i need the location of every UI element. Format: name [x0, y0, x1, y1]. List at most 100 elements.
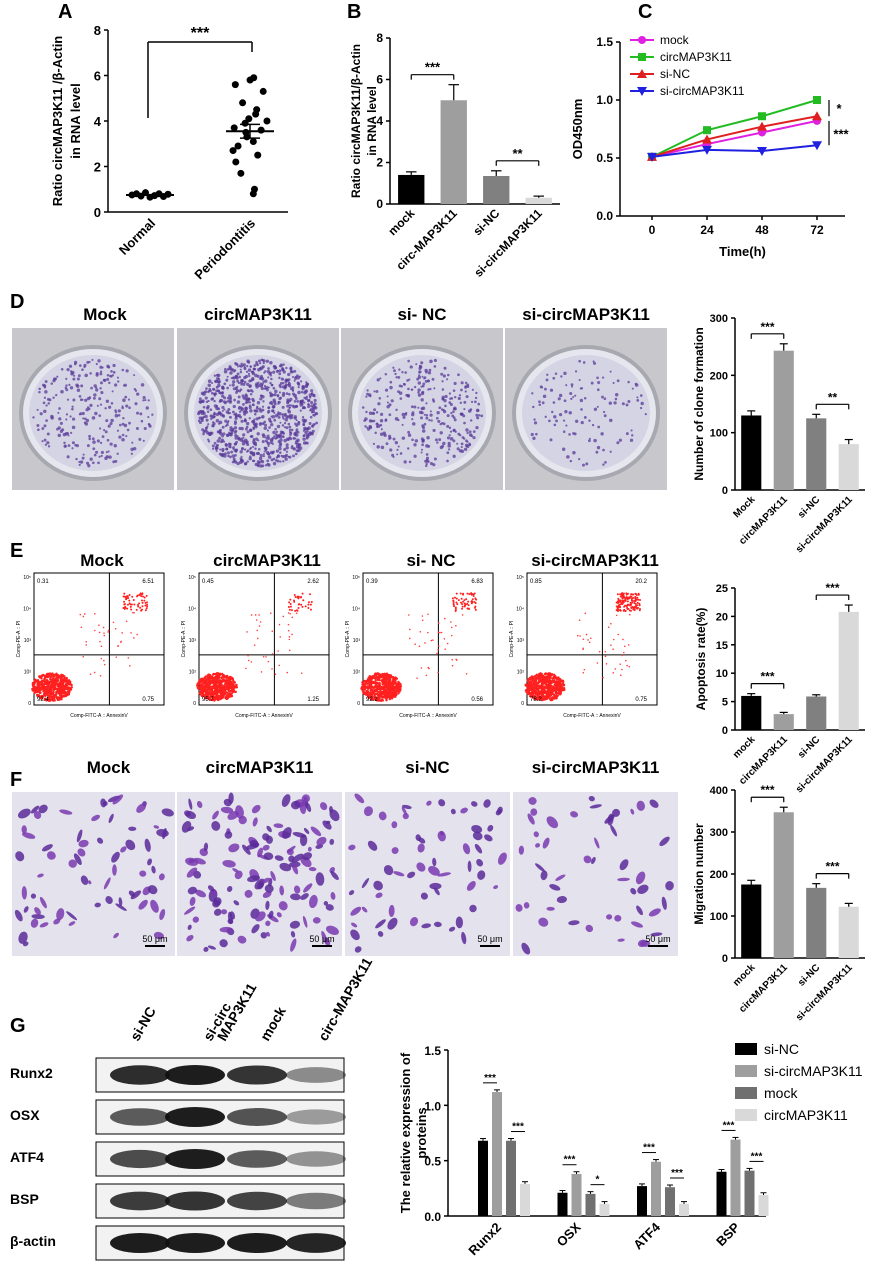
event-dot	[540, 689, 543, 693]
event-dot	[463, 602, 466, 605]
flow-tick-label: 10⁵	[352, 575, 360, 581]
colony	[277, 454, 280, 457]
event-dot	[619, 599, 622, 602]
colony	[313, 395, 316, 398]
event-dot	[85, 640, 87, 643]
event-dot	[389, 685, 392, 689]
event-dot	[94, 629, 96, 632]
colony	[415, 363, 418, 366]
colony	[279, 363, 283, 367]
series-point	[647, 152, 657, 162]
colony	[465, 395, 469, 399]
bar-Runx2-si-NC	[478, 1140, 488, 1216]
colony	[398, 384, 402, 388]
flow-tick-label: 10³	[189, 638, 197, 644]
colony	[279, 381, 283, 385]
bar-circMAP3K11	[773, 714, 794, 730]
event-dot	[384, 677, 387, 680]
colony	[288, 425, 292, 429]
colony	[266, 441, 269, 444]
event-dot	[391, 684, 394, 687]
colony	[200, 416, 204, 420]
event-dot	[615, 614, 618, 617]
colony	[248, 379, 252, 383]
colony	[117, 413, 121, 417]
colony	[429, 359, 433, 364]
event-dot	[289, 605, 292, 608]
event-dot	[227, 693, 230, 696]
colony	[243, 412, 247, 416]
event-dot	[621, 592, 624, 595]
panel-letter-G: G	[10, 1015, 26, 1037]
colony	[288, 430, 292, 434]
event-dot	[49, 691, 53, 695]
colony	[447, 444, 451, 448]
protein-label: ATF4	[10, 1149, 44, 1165]
event-dot	[42, 692, 46, 696]
colony	[297, 390, 301, 395]
significance-label: ***	[425, 60, 441, 75]
colony	[109, 442, 113, 446]
colony	[271, 383, 274, 387]
event-dot	[440, 631, 443, 634]
event-dot	[230, 680, 233, 684]
event-dot	[68, 690, 71, 694]
event-dot	[553, 696, 557, 700]
significance-label: ***	[751, 1151, 763, 1162]
colony	[427, 388, 430, 391]
colony	[374, 431, 377, 435]
colony	[425, 402, 428, 405]
image-label: si-circMAP3K11	[532, 758, 660, 777]
event-dot	[207, 675, 210, 678]
event-dot	[618, 605, 621, 608]
legend-label: mock	[764, 1085, 798, 1101]
colony	[558, 413, 563, 417]
quadrant-value: 0.56	[471, 697, 483, 703]
colony	[47, 402, 51, 405]
colony	[466, 431, 469, 435]
colony	[450, 411, 453, 415]
event-dot	[117, 645, 120, 647]
scale-bar-label: 50 μm	[477, 934, 502, 944]
scale-bar-label: 50 μm	[142, 934, 167, 944]
colony	[480, 414, 484, 418]
event-dot	[388, 677, 391, 680]
series-line-si-NC	[651, 115, 818, 158]
event-dot	[221, 692, 225, 695]
colony	[36, 423, 40, 427]
event-dot	[200, 691, 204, 694]
colony	[288, 384, 292, 388]
event-dot	[551, 697, 554, 700]
event-dot	[49, 676, 53, 679]
event-dot	[140, 595, 143, 598]
colony	[375, 422, 379, 426]
colony	[364, 425, 367, 428]
colony	[436, 441, 439, 444]
colony	[245, 370, 249, 373]
colony	[260, 386, 264, 391]
event-dot	[386, 695, 389, 698]
x-tick-label: ATF4	[630, 1219, 663, 1252]
colony	[627, 380, 630, 384]
colony	[230, 450, 234, 454]
event-dot	[461, 614, 464, 616]
colony	[210, 391, 214, 395]
colony	[388, 434, 392, 438]
colony	[237, 381, 241, 385]
bar-ATF4-si-NC	[637, 1186, 647, 1216]
event-dot	[414, 643, 416, 646]
colony	[407, 430, 411, 434]
colony	[634, 383, 639, 387]
colony	[260, 374, 264, 378]
event-dot	[310, 600, 313, 603]
x-tick-label: si-NC	[796, 962, 822, 988]
event-dot	[443, 638, 446, 640]
colony	[252, 459, 256, 463]
colony	[596, 376, 599, 380]
event-dot	[114, 627, 117, 630]
data-point	[254, 151, 262, 159]
flow-tick-label: 0	[521, 701, 524, 707]
event-dot	[466, 602, 469, 605]
event-dot	[474, 608, 477, 611]
